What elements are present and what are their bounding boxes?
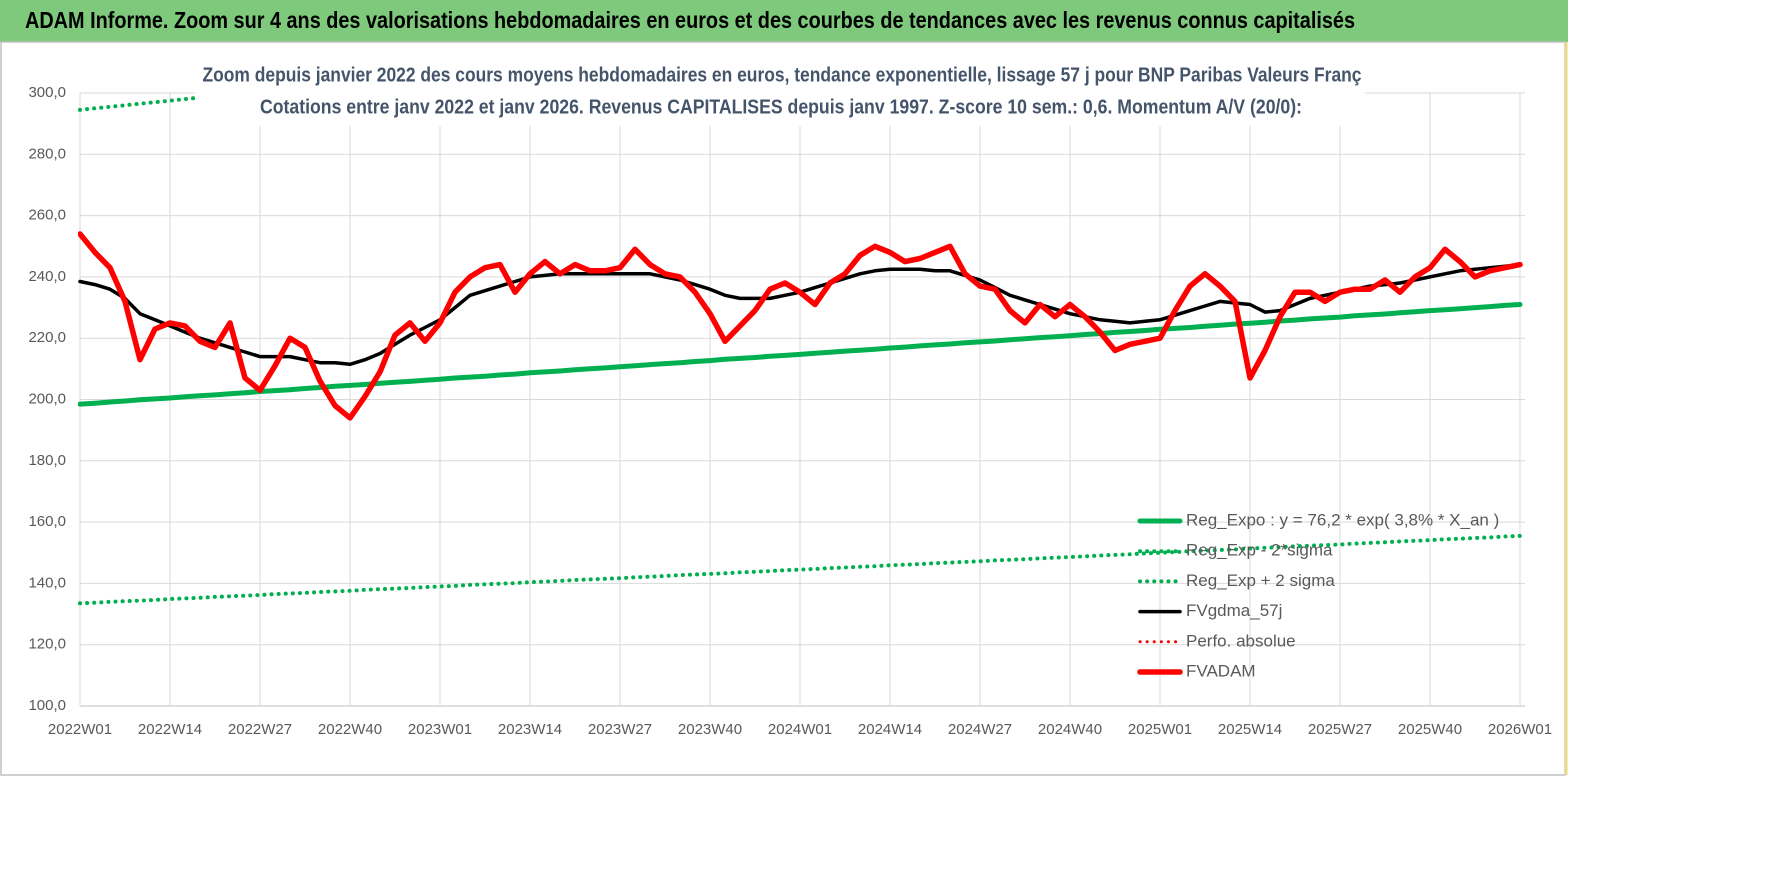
- y-tick-label: 300,0: [28, 84, 66, 101]
- title-box: [195, 58, 1365, 126]
- y-tick-label: 220,0: [28, 329, 66, 346]
- legend-label: FVADAM: [1186, 661, 1256, 680]
- chart-subtitle: Cotations entre janv 2022 et janv 2026. …: [260, 96, 1302, 118]
- x-tick-label: 2023W27: [588, 721, 652, 738]
- legend-label: Reg_Expo : y = 76,2 * exp( 3,8% * X_an ): [1186, 510, 1499, 529]
- header-bar: [0, 0, 1568, 42]
- legend: Reg_Expo : y = 76,2 * exp( 3,8% * X_an )…: [1137, 510, 1499, 680]
- x-tick-label: 2023W40: [678, 721, 742, 738]
- legend-label: Perfo. absolue: [1186, 631, 1296, 650]
- y-tick-label: 160,0: [28, 513, 66, 530]
- x-tick-label: 2022W27: [228, 721, 292, 738]
- legend-label: Reg_Exp + 2 sigma: [1186, 571, 1335, 590]
- y-tick-label: 240,0: [28, 268, 66, 285]
- x-tick-label: 2025W01: [1128, 721, 1192, 738]
- y-tick-label: 200,0: [28, 390, 66, 407]
- x-tick-label: 2023W01: [408, 721, 472, 738]
- x-tick-label: 2022W14: [138, 721, 202, 738]
- y-tick-label: 100,0: [28, 697, 66, 714]
- x-tick-label: 2024W14: [858, 721, 922, 738]
- y-tick-label: 120,0: [28, 636, 66, 653]
- legend-label: Reg_Exp - 2*sigma: [1186, 541, 1333, 560]
- x-tick-label: 2025W40: [1398, 721, 1462, 738]
- y-tick-label: 140,0: [28, 574, 66, 591]
- y-tick-label: 180,0: [28, 452, 66, 469]
- x-tick-label: 2024W27: [948, 721, 1012, 738]
- x-tick-label: 2025W14: [1218, 721, 1282, 738]
- y-tick-label: 280,0: [28, 145, 66, 162]
- x-tick-label: 2024W40: [1038, 721, 1102, 738]
- header-title: ADAM Informe. Zoom sur 4 ans des valoris…: [25, 7, 1355, 33]
- chart-frame: [0, 41, 1566, 776]
- x-tick-label: 2025W27: [1308, 721, 1372, 738]
- x-tick-label: 2022W01: [48, 721, 112, 738]
- x-tick-label: 2026W01: [1488, 721, 1552, 738]
- plot-lines: [78, 91, 1523, 606]
- x-tick-label: 2022W40: [318, 721, 382, 738]
- y-tick-label: 260,0: [28, 207, 66, 224]
- series-line: [78, 533, 1522, 606]
- series-line: [78, 231, 1523, 421]
- x-tick-label: 2024W01: [768, 721, 832, 738]
- x-tick-label: 2023W14: [498, 721, 562, 738]
- grid: 100,0 120,0 140,0 160,0 180,0 200,0 220,0 240,0…: [28, 84, 1552, 738]
- legend-label: FVgdma_57j: [1186, 601, 1282, 620]
- chart-title: Zoom depuis janvier 2022 des cours moyen…: [203, 64, 1362, 86]
